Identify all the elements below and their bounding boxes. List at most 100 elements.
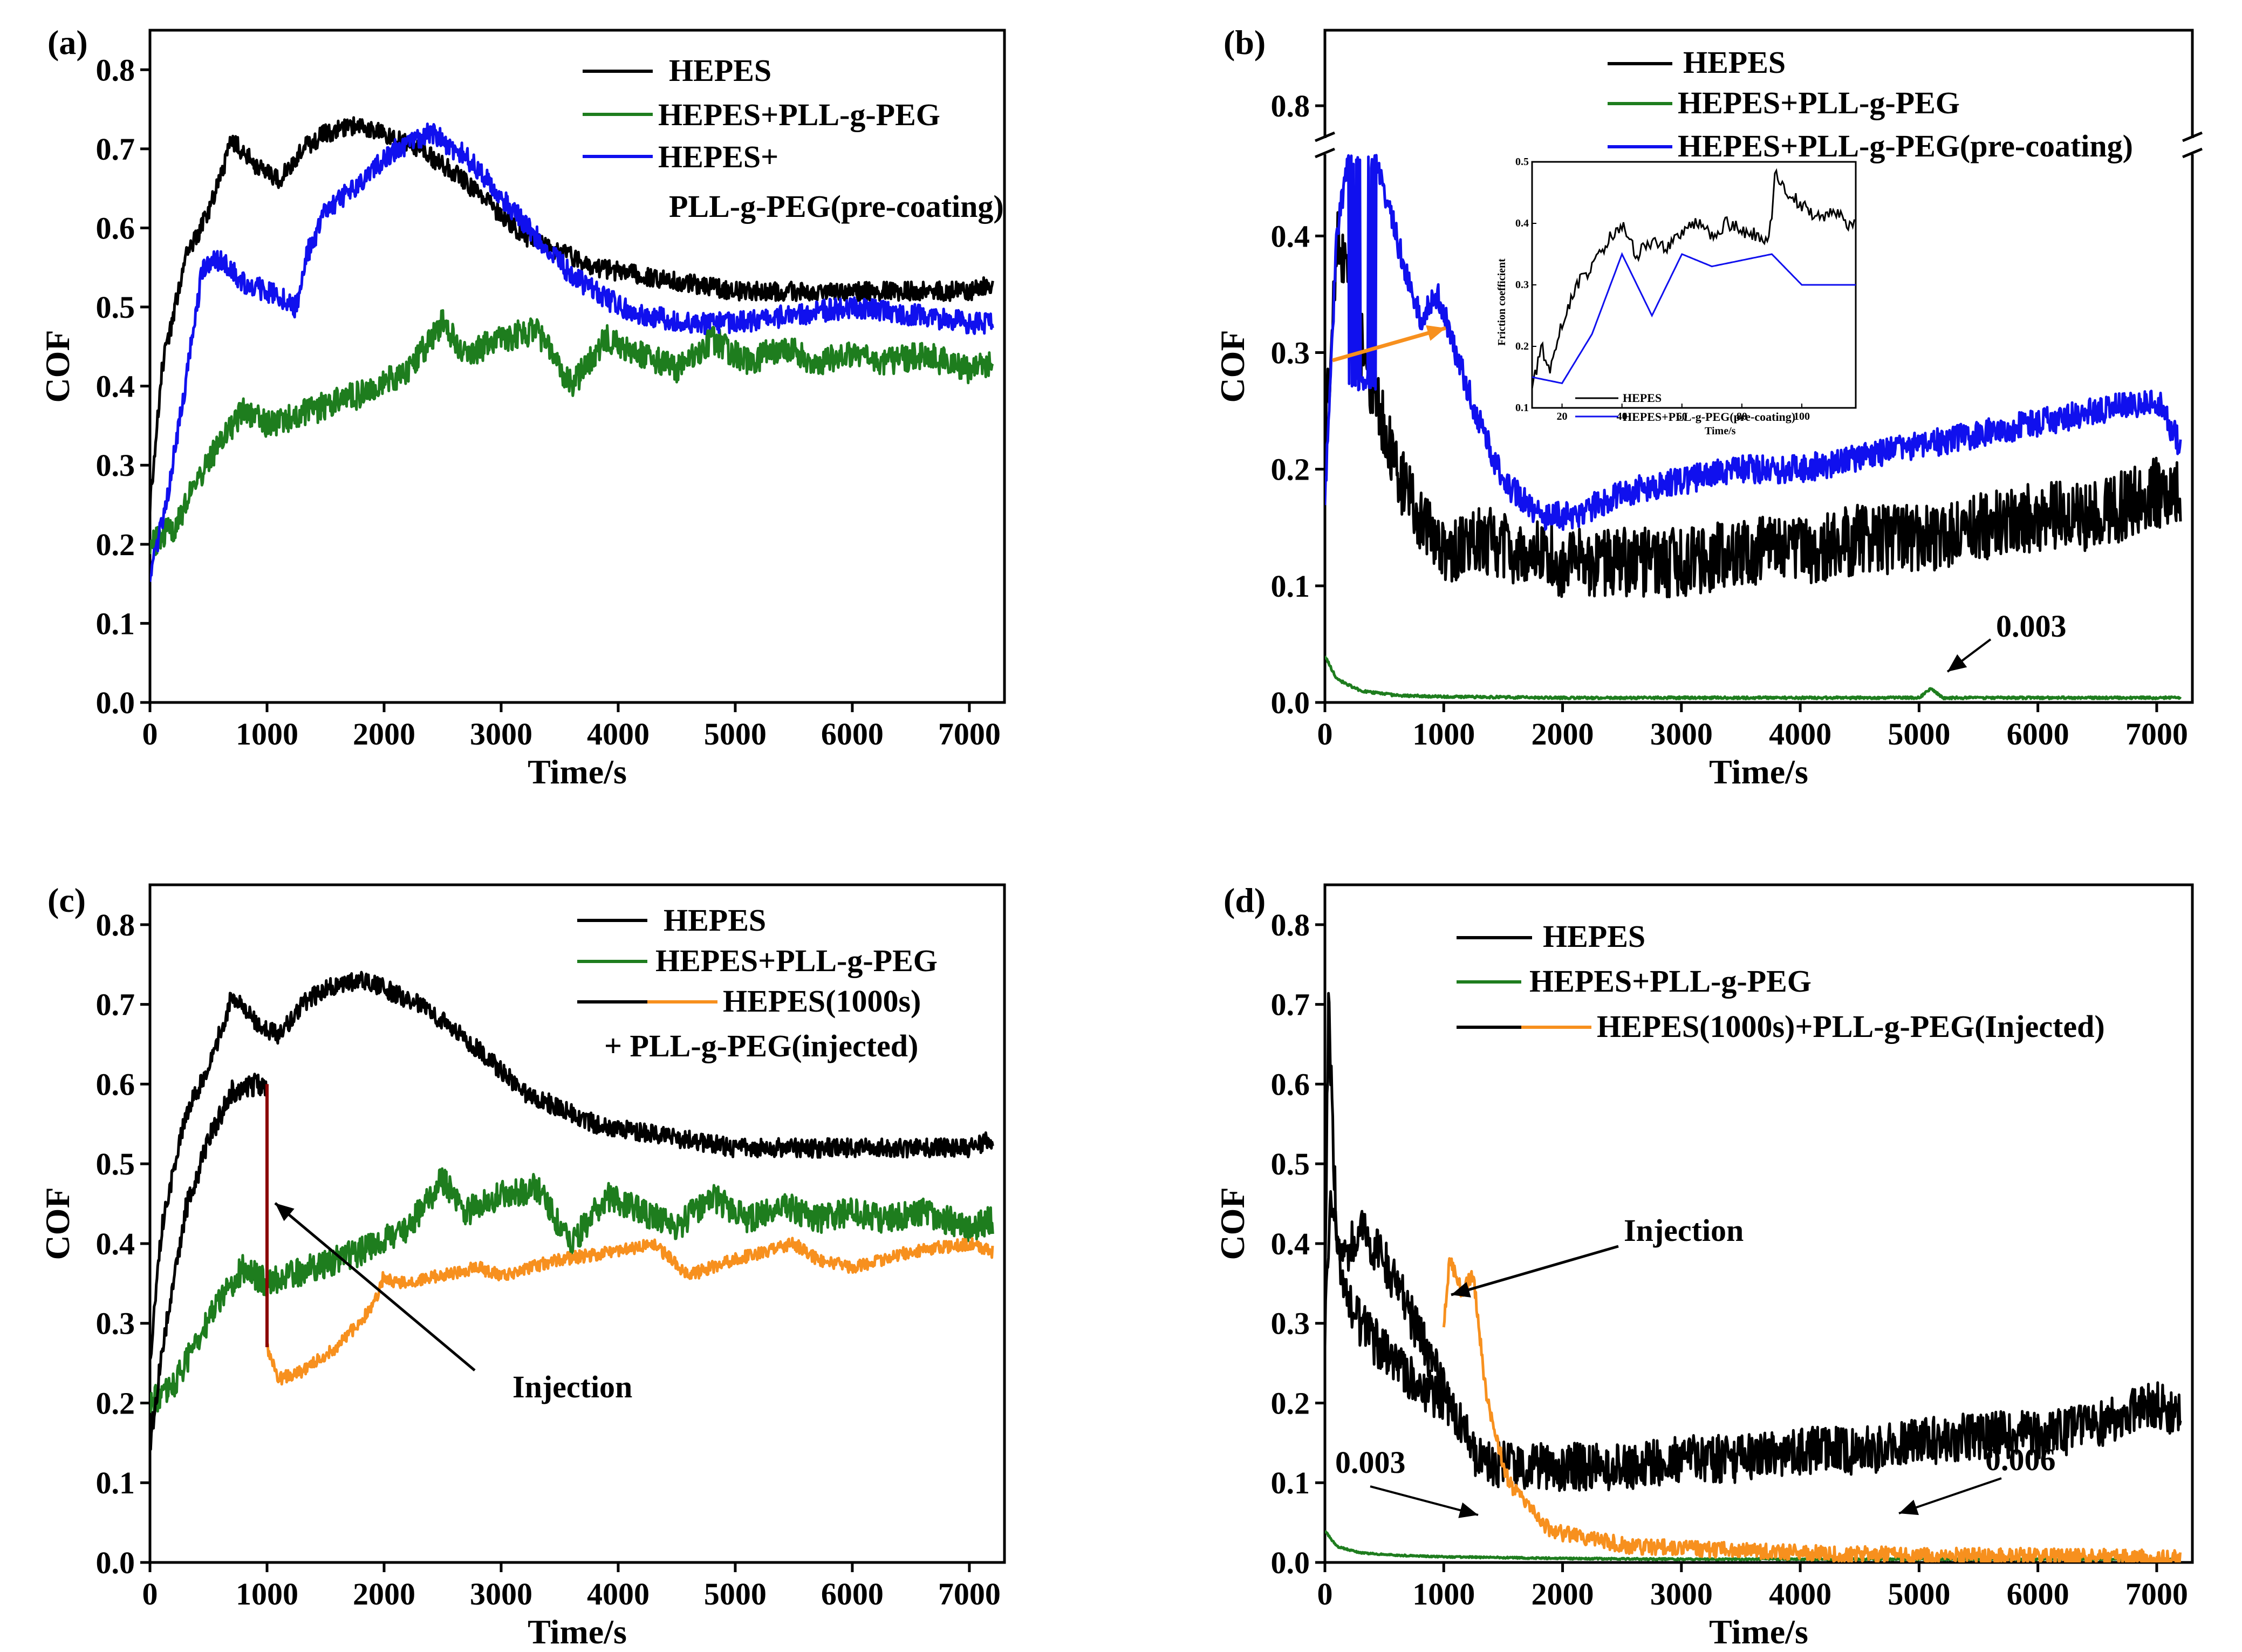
x-tick-label: 3000: [470, 716, 532, 752]
y-axis-label: COF: [1213, 330, 1252, 402]
x-tick-label: 6000: [821, 716, 884, 752]
inset-x-tick-label: 100: [1794, 411, 1810, 422]
x-tick-label: 5000: [1888, 1576, 1950, 1612]
series-line-hepes-pll-g-peg-pre-coating-: [1325, 154, 2182, 531]
x-tick-label: 3000: [470, 1576, 532, 1612]
panel-a-label: (a): [47, 23, 88, 62]
x-tick-label: 2000: [1532, 1576, 1594, 1612]
y-tick-label: 0.8: [1271, 88, 1310, 124]
y-tick-label: 0.2: [1271, 452, 1310, 487]
arrow-b-inset-shaft: [1332, 326, 1446, 363]
x-tick-label: 6000: [2007, 716, 2069, 752]
legend-d-pll: HEPES+PLL-g-PEG: [1529, 964, 1812, 999]
y-axis-label: COF: [38, 330, 77, 402]
series-line-pll-g-peg-injected-: [1442, 1257, 2182, 1562]
y-tick-label: 0.6: [96, 210, 135, 245]
annotation-d-injection: Injection: [1624, 1213, 1744, 1248]
arrow-c-injection-shaft: [274, 1202, 476, 1371]
legend-b-precoat: HEPES+PLL-g-PEG(pre-coating): [1678, 128, 2133, 163]
x-tick-label: 5000: [704, 1576, 767, 1612]
arrow-c-injection-head: [275, 1203, 295, 1221]
x-axis-label: Time/s: [528, 1613, 627, 1651]
inset-y-tick-label: 0.3: [1515, 279, 1529, 291]
annotation-d-0003: 0.003: [1335, 1445, 1406, 1480]
series-line-hepes: [1325, 1190, 2182, 1492]
x-tick-label: 7000: [2125, 716, 2188, 752]
inset-xlabel: Time/s: [1705, 425, 1736, 437]
y-tick-label: 0.4: [96, 1226, 135, 1261]
legend-b-hepes: HEPES: [1683, 45, 1786, 80]
x-tick-label: 5000: [704, 716, 767, 752]
y-tick-label: 0.8: [1271, 907, 1310, 943]
series-line-hepes-1000s-: [150, 1073, 268, 1451]
inset-x-tick-label: 80: [1737, 411, 1747, 422]
inset-y-tick-label: 0.1: [1515, 402, 1529, 414]
y-tick-label: 0.0: [1271, 685, 1310, 720]
y-tick-label: 0.2: [96, 527, 135, 562]
series-line-hepes-pll-g-peg: [1325, 656, 2182, 700]
legend-c-hepes: HEPES: [664, 903, 766, 938]
y-axis-label: COF: [1213, 1187, 1252, 1260]
inset-series-hepes: [1531, 168, 1856, 389]
x-tick-label: 1000: [236, 716, 298, 752]
panel-d: (d) HEPES HEPES+PLL-g-PEG HEPES(1000s)+P…: [1213, 881, 2194, 1651]
plot-area-3: 0 1000 2000 3000 4000 5000 6000 7000 0.0 0.1 0.2 0.…: [1213, 883, 2194, 1651]
y-tick-label: 0.5: [96, 1146, 135, 1182]
x-axis-label: Time/s: [1709, 753, 1808, 791]
plot-area-2: 0 1000 2000 3000 4000 5000 6000 7000 0.0 0.1 0.2 0.…: [38, 883, 1006, 1651]
x-tick-label: 3000: [1650, 1576, 1713, 1612]
y-tick-label: 0.8: [96, 907, 135, 943]
legend-c-inj-1: HEPES(1000s): [723, 984, 921, 1019]
y-tick-label: 0.0: [96, 685, 135, 720]
inset-legend-precoat: HEPES+PLL-g-PEG(pre-coating): [1623, 410, 1795, 424]
y-tick-label: 0.7: [1271, 987, 1310, 1022]
legend-d-hepes: HEPES: [1543, 919, 1645, 954]
arrow-d-0006-head: [1899, 1499, 1919, 1516]
x-tick-label: 4000: [1769, 1576, 1831, 1612]
inset-x-tick-label: 60: [1677, 411, 1687, 422]
x-tick-label: 4000: [587, 1576, 650, 1612]
y-tick-label: 0.0: [96, 1545, 135, 1580]
y-tick-label: 0.6: [96, 1067, 135, 1102]
x-tick-label: 4000: [587, 716, 650, 752]
axis-break-mark-1: [2182, 131, 2203, 159]
legend-c-pll: HEPES+PLL-g-PEG: [655, 943, 938, 978]
arrow-d-0003-shaft: [1370, 1485, 1479, 1516]
inset-series-hepes-pll-g-peg-pre-coating-: [1532, 252, 1856, 385]
inset-x-tick-label: 40: [1617, 411, 1628, 422]
panel-d-label: (d): [1223, 881, 1266, 919]
axis-frame: [148, 29, 1006, 704]
axis-frame: [148, 883, 1006, 1564]
y-tick-label: 0.1: [1271, 1465, 1310, 1500]
arrow-b-inset-head: [1426, 325, 1446, 341]
inset-legend-hepes: HEPES: [1623, 391, 1662, 405]
y-tick-label: 0.6: [1271, 1067, 1310, 1102]
inset-y-tick-label: 0.2: [1515, 340, 1529, 352]
inset-x-tick-label: 20: [1557, 411, 1568, 422]
panel-b-label: (b): [1223, 23, 1266, 62]
panel-a: (a) HEPES HEPES+PLL-g-PEG HEPES+ PLL-g-P…: [38, 23, 1006, 791]
arrow-d-0003-head: [1458, 1502, 1478, 1518]
x-tick-label: 5000: [1888, 716, 1950, 752]
x-tick-label: 3000: [1650, 716, 1713, 752]
y-tick-label: 0.8: [96, 52, 135, 87]
series-line-hepes: [150, 971, 994, 1360]
y-tick-label: 0.3: [1271, 335, 1310, 370]
axis-break-mark-0: [1315, 131, 1335, 159]
x-tick-label: 0: [1317, 716, 1333, 752]
y-tick-label: 0.5: [96, 290, 135, 325]
x-tick-label: 0: [142, 716, 158, 752]
y-tick-label: 0.4: [96, 369, 135, 404]
series-line-hepes-1000s-: [1325, 992, 1445, 1420]
y-tick-label: 0.7: [96, 132, 135, 167]
legend-a-pll: HEPES+PLL-g-PEG: [658, 97, 940, 132]
inset-y-tick-label: 0.5: [1515, 156, 1529, 168]
annotation-c-injection: Injection: [512, 1369, 632, 1404]
x-tick-label: 2000: [1532, 716, 1594, 752]
x-tick-label: 1000: [1412, 716, 1475, 752]
plot-area-1: 0 1000 2000 3000 4000 5000 6000 7000 0.0 0.1 0.2 0.…: [1213, 29, 2203, 791]
panel-c-label: (c): [47, 881, 86, 919]
y-tick-label: 0.1: [1271, 569, 1310, 604]
y-tick-label: 0.3: [96, 1306, 135, 1341]
